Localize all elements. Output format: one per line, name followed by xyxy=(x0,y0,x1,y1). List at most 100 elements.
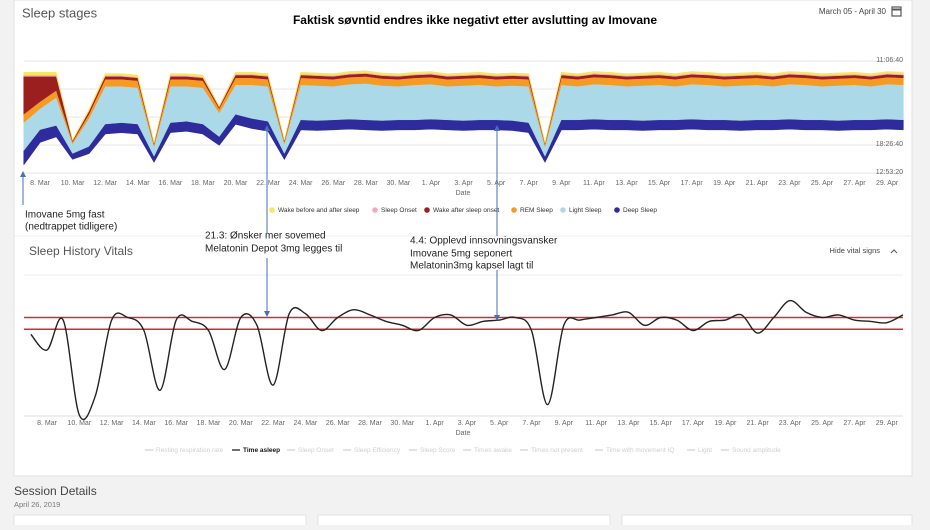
calendar-icon[interactable] xyxy=(891,6,902,17)
legend-label: Deep Sleep xyxy=(623,207,657,214)
annotation: Melatonin Depot 3mg legges til xyxy=(205,244,342,255)
legend-label[interactable]: Light xyxy=(698,447,712,454)
x-tick-label: 17. Apr xyxy=(681,180,704,187)
x-tick-label: 26. Mar xyxy=(321,180,345,187)
x-tick-label: 10. Mar xyxy=(67,420,91,427)
x-tick-label: 25. Apr xyxy=(811,420,834,427)
legend-label[interactable]: Times not present xyxy=(531,447,583,454)
x-tick-label: 21. Apr xyxy=(746,180,769,187)
x-tick-label: 11. Apr xyxy=(585,420,607,427)
x-tick-label: 22. Mar xyxy=(261,420,285,427)
x-tick-label: 30. Mar xyxy=(390,420,414,427)
x-tick-label: 27. Apr xyxy=(843,180,866,187)
x-tick-label: 15. Apr xyxy=(648,180,671,187)
card xyxy=(317,514,611,528)
x-tick-label: 13. Apr xyxy=(617,420,640,427)
x-tick-label: 12. Mar xyxy=(93,180,117,187)
x-tick-label: 29. Apr xyxy=(876,420,899,427)
section-title: Sleep History Vitals xyxy=(29,244,133,258)
x-tick-label: 1. Apr xyxy=(422,180,441,187)
x-tick-label: 24. Mar xyxy=(289,180,313,187)
x-tick-label: 12. Mar xyxy=(100,420,124,427)
x-tick-label: 22. Mar xyxy=(256,180,280,187)
x-tick-label: 19. Apr xyxy=(713,180,736,187)
x-tick-label: 24. Mar xyxy=(294,420,318,427)
x-tick-label: 21. Apr xyxy=(747,420,770,427)
x-tick-label: 3. Apr xyxy=(458,420,477,427)
legend-label[interactable]: Time with movement IQ xyxy=(606,447,674,454)
x-tick-label: 20. Mar xyxy=(224,180,248,187)
legend-swatch xyxy=(269,207,275,213)
line xyxy=(30,299,904,421)
legend-swatch xyxy=(372,207,378,213)
x-tick-label: 5. Apr xyxy=(487,180,506,187)
annotation: Imovane 5mg seponert xyxy=(410,249,513,260)
legend-label: Sleep Onset xyxy=(381,207,417,214)
x-tick-label: 27. Apr xyxy=(843,420,866,427)
legend-label[interactable]: Times awake xyxy=(474,447,512,454)
x-tick-label: 11. Apr xyxy=(583,180,605,187)
annotation: 4.4: Opplevd innsovningsvansker xyxy=(410,236,558,247)
x-tick-label: 7. Apr xyxy=(522,420,541,427)
legend-label: Light Sleep xyxy=(569,207,602,214)
x-tick-label: 18. Mar xyxy=(191,180,215,187)
x-axis-label: Date xyxy=(456,190,471,197)
x-tick-label: 8. Mar xyxy=(37,420,58,427)
legend-label: Wake before and after sleep xyxy=(278,207,360,214)
x-tick-label: 17. Apr xyxy=(682,420,705,427)
session-date: April 26, 2019 xyxy=(14,500,60,509)
card xyxy=(13,514,307,528)
x-tick-label: 28. Mar xyxy=(354,180,378,187)
x-tick-label: 19. Apr xyxy=(714,420,737,427)
x-tick-label: 3. Apr xyxy=(454,180,473,187)
x-axis-label: Date xyxy=(456,430,471,437)
chevron[interactable] xyxy=(890,249,898,254)
legend-label[interactable]: Resting respiration rate xyxy=(156,447,224,454)
x-tick-label: 16. Mar xyxy=(164,420,188,427)
y-tick-label: 12:53:20 xyxy=(876,169,903,176)
date-range[interactable]: March 05 - April 30 xyxy=(819,7,887,16)
baseline-edge xyxy=(23,123,904,165)
area xyxy=(23,70,904,143)
headline: Faktisk søvntid endres ikke negativt ett… xyxy=(293,13,657,27)
x-tick-label: 14. Mar xyxy=(126,180,150,187)
x-tick-label: 23. Apr xyxy=(778,180,801,187)
legend-swatch xyxy=(560,207,566,213)
annotation: Melatonin3mg kapsel lagt til xyxy=(410,261,533,272)
x-tick-label: 18. Mar xyxy=(197,420,221,427)
annotation: Imovane 5mg fast xyxy=(25,210,105,221)
legend-label[interactable]: Sleep Score xyxy=(420,447,456,454)
legend-label: Wake after sleep onset xyxy=(433,207,499,214)
x-tick-label: 9. Apr xyxy=(555,420,574,427)
legend-swatch xyxy=(614,207,620,213)
x-tick-label: 5. Apr xyxy=(490,420,509,427)
x-tick-label: 20. Mar xyxy=(229,420,253,427)
annotation: 21.3: Ønsker mer sovemed xyxy=(205,231,326,242)
annotation: (nedtrappet tidligere) xyxy=(25,222,117,233)
legend-label[interactable]: Sleep Onset xyxy=(298,447,334,454)
x-tick-label: 15. Apr xyxy=(650,420,673,427)
x-tick-label: 28. Mar xyxy=(358,420,382,427)
x-tick-label: 16. Mar xyxy=(158,180,182,187)
y-tick-label: 18:26:40 xyxy=(876,141,903,148)
legend-swatch xyxy=(424,207,430,213)
x-tick-label: 8. Mar xyxy=(30,180,51,187)
legend-label[interactable]: Sound amplitude xyxy=(732,447,781,454)
legend-label[interactable]: Time asleep xyxy=(243,447,280,454)
x-tick-label: 26. Mar xyxy=(326,420,350,427)
card xyxy=(621,514,913,528)
legend-label: REM Sleep xyxy=(520,207,553,214)
x-tick-label: 30. Mar xyxy=(387,180,411,187)
x-tick-label: 29. Apr xyxy=(876,180,899,187)
card-title: Sleep stages xyxy=(22,5,98,20)
x-tick-label: 1. Apr xyxy=(425,420,444,427)
toggle[interactable]: Hide vital signs xyxy=(830,246,881,255)
legend-label[interactable]: Sleep Efficiency xyxy=(354,447,401,454)
x-tick-label: 25. Apr xyxy=(811,180,834,187)
x-tick-label: 10. Mar xyxy=(61,180,85,187)
x-tick-label: 14. Mar xyxy=(132,420,156,427)
y-tick-label: 11:06:40 xyxy=(876,57,903,64)
x-tick-label: 13. Apr xyxy=(615,180,638,187)
x-tick-label: 9. Apr xyxy=(552,180,571,187)
